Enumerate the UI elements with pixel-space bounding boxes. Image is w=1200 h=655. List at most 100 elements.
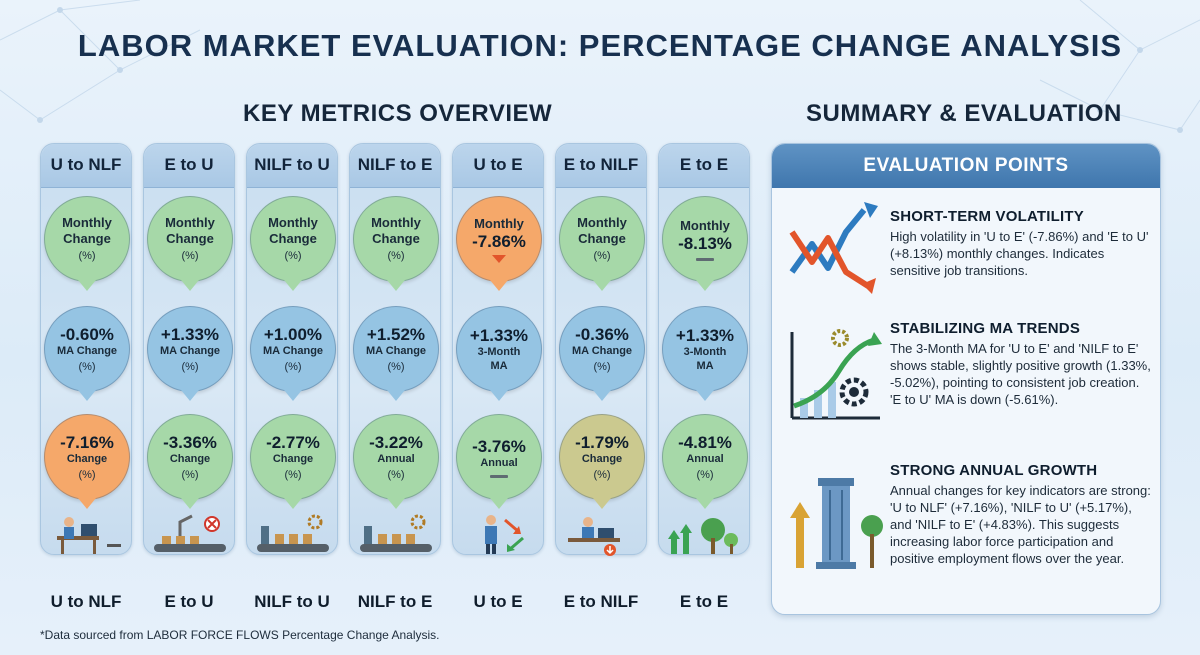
metric-label: Annual bbox=[686, 452, 724, 465]
metric-unit: (%) bbox=[593, 360, 611, 373]
metric-label: Annual bbox=[480, 456, 518, 469]
zigzag-arrows-icon bbox=[789, 202, 878, 294]
metric-column: U to NLF Monthly Change (%) -0.60% MA Change… bbox=[40, 143, 132, 555]
metric-column: E to E Monthly -8.13% +1.33% 3-Month MA -4.81… bbox=[658, 143, 750, 555]
metric-unit: (%) bbox=[593, 468, 611, 481]
metric-column: E to U Monthly Change (%) +1.33% MA Change (%… bbox=[143, 143, 235, 555]
metric-value: +1.33% bbox=[160, 324, 220, 344]
column-footer-label: NILF to E bbox=[357, 592, 433, 611]
dash-icon bbox=[490, 474, 508, 478]
metric-bubble: +1.00% MA Change (%) bbox=[250, 306, 336, 401]
evaluation-points-heading: EVALUATION POINTS bbox=[772, 144, 1160, 188]
metric-bubble: -2.77% Change (%) bbox=[250, 414, 336, 509]
metric-unit: (%) bbox=[181, 360, 199, 373]
data-source-footnote: *Data sourced from LABOR FORCE FLOWS Per… bbox=[40, 628, 440, 642]
metric-label: MA Change bbox=[56, 344, 118, 357]
evaluation-point-body: The 3-Month MA for 'U to E' and 'NILF to… bbox=[890, 341, 1151, 407]
metric-label: Annual bbox=[377, 452, 415, 465]
person-at-desk-icon bbox=[57, 517, 121, 554]
metric-value: -8.13% bbox=[678, 233, 732, 253]
evaluation-point-title: STABILIZING MA TRENDS bbox=[890, 320, 1081, 337]
metric-label: Monthly bbox=[474, 215, 524, 231]
person-laptop-icon bbox=[568, 517, 620, 556]
metric-bubble: -3.76% Annual bbox=[456, 414, 542, 509]
column-header: NILF to E bbox=[350, 144, 440, 188]
pillar-growth-icon bbox=[790, 478, 883, 569]
trend-gears-icon bbox=[790, 329, 882, 420]
metric-column: NILF to U Monthly Change (%) +1.00% MA Chang… bbox=[246, 143, 338, 555]
metric-label: Monthly bbox=[680, 217, 730, 233]
metric-unit: (%) bbox=[284, 360, 302, 373]
column-header: NILF to U bbox=[247, 144, 337, 188]
key-metrics-heading: KEY METRICS OVERVIEW bbox=[243, 100, 553, 127]
metric-unit: (%) bbox=[387, 468, 405, 481]
metric-bubble: Monthly Change (%) bbox=[147, 196, 233, 291]
metric-column: E to NILF Monthly Change (%) -0.36% MA Chang… bbox=[555, 143, 647, 556]
column-footer-label: E to U bbox=[164, 592, 214, 611]
column-footer-label: U to NLF bbox=[50, 592, 122, 611]
column-header: E to U bbox=[144, 144, 234, 188]
column-header: E to E bbox=[659, 144, 749, 188]
metric-unit: (%) bbox=[181, 468, 199, 481]
metric-label: Monthly Change bbox=[62, 215, 112, 246]
metric-value: -0.60% bbox=[60, 324, 114, 344]
summary-heading: SUMMARY & EVALUATION bbox=[806, 100, 1122, 127]
metric-bubble: -7.16% Change (%) bbox=[44, 414, 130, 509]
metric-value: -7.86% bbox=[472, 231, 526, 251]
factory-gear-icon bbox=[257, 514, 329, 552]
metric-value: -1.79% bbox=[575, 432, 629, 452]
metric-column: U to E Monthly -7.86% +1.33% 3-Month MA -3.76… bbox=[452, 143, 544, 555]
person-arrows-icon bbox=[485, 515, 524, 554]
metric-label: MA Change bbox=[262, 344, 324, 357]
metric-value: -3.76% bbox=[472, 436, 526, 456]
metric-bubble: Monthly -7.86% bbox=[456, 196, 542, 291]
metric-value: -3.22% bbox=[369, 432, 423, 452]
evaluation-panel: EVALUATION POINTS SHORT-TERM VOLATILITY … bbox=[771, 143, 1161, 615]
metric-unit: (%) bbox=[284, 468, 302, 481]
metric-bubble: Monthly Change (%) bbox=[44, 196, 130, 291]
growth-trees-icon bbox=[668, 518, 738, 554]
metric-value: +1.33% bbox=[675, 325, 735, 345]
metric-value: -2.77% bbox=[266, 432, 320, 452]
evaluation-point-title: SHORT-TERM VOLATILITY bbox=[890, 208, 1084, 225]
metric-label: Change bbox=[169, 452, 211, 465]
metric-value: +1.00% bbox=[263, 324, 323, 344]
metric-bubble: -1.79% Change (%) bbox=[559, 414, 645, 509]
column-header: U to NLF bbox=[41, 144, 131, 188]
metric-unit: (%) bbox=[78, 250, 96, 262]
metric-bubble: Monthly -8.13% bbox=[662, 196, 748, 291]
evaluation-point-title: STRONG ANNUAL GROWTH bbox=[890, 462, 1098, 479]
metric-label: 3-Month MA bbox=[477, 345, 521, 372]
metric-bubble: +1.52% MA Change (%) bbox=[353, 306, 439, 401]
metric-bubble: -3.36% Change (%) bbox=[147, 414, 233, 509]
metric-unit: (%) bbox=[696, 468, 714, 481]
metric-bubble: Monthly Change (%) bbox=[559, 196, 645, 291]
metric-bubble: Monthly Change (%) bbox=[250, 196, 336, 291]
metric-label: 3-Month MA bbox=[683, 345, 727, 372]
metric-unit: (%) bbox=[593, 250, 611, 262]
metric-value: -4.81% bbox=[678, 432, 732, 452]
column-header: E to NILF bbox=[556, 144, 646, 188]
metric-value: -3.36% bbox=[163, 432, 217, 452]
column-footer-label: E to E bbox=[679, 592, 729, 611]
column-header: U to E bbox=[453, 144, 543, 188]
metric-label: Monthly Change bbox=[268, 215, 318, 246]
metric-bubble: Monthly Change (%) bbox=[353, 196, 439, 291]
metric-bubble: -3.22% Annual (%) bbox=[353, 414, 439, 509]
factory-gear-icon bbox=[360, 514, 432, 552]
metric-label: Change bbox=[66, 452, 108, 465]
metric-label: Change bbox=[272, 452, 314, 465]
metric-bubble: -0.60% MA Change (%) bbox=[44, 306, 130, 401]
metric-value: -7.16% bbox=[60, 432, 114, 452]
metric-bubble: +1.33% 3-Month MA bbox=[662, 306, 748, 401]
factory-conveyor-icon bbox=[154, 514, 226, 552]
down-triangle-icon bbox=[492, 254, 506, 263]
metric-label: MA Change bbox=[571, 344, 633, 357]
column-footer-label: E to NILF bbox=[563, 592, 639, 611]
metric-bubble: +1.33% 3-Month MA bbox=[456, 306, 542, 401]
evaluation-point-body: Annual changes for key indicators are st… bbox=[890, 483, 1151, 566]
metric-unit: (%) bbox=[78, 468, 96, 481]
metric-unit: (%) bbox=[387, 250, 405, 262]
metric-label: Monthly Change bbox=[165, 215, 215, 246]
metric-bubble: -4.81% Annual (%) bbox=[662, 414, 748, 509]
